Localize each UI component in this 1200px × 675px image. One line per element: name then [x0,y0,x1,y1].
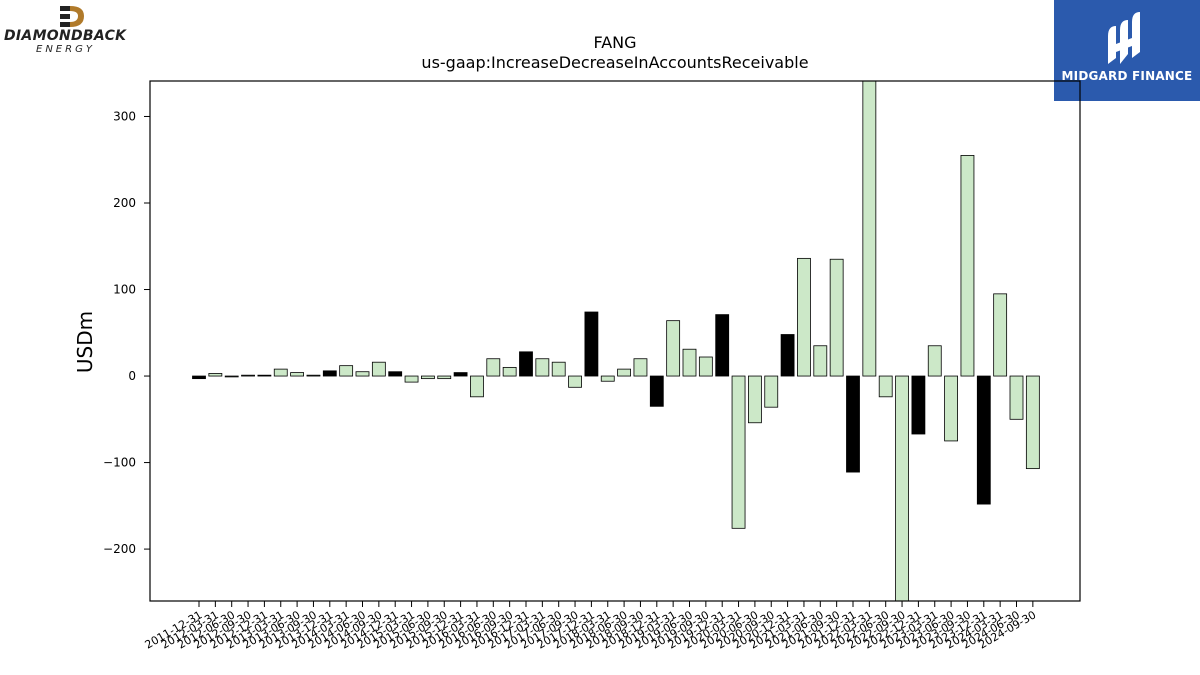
bar-2013-12-31 [322,370,337,377]
bar-2013-03-31 [273,368,288,377]
bar-2021-03-31 [797,257,811,377]
bar-2022-12-31 [911,375,926,435]
bar-2015-03-31 [404,375,419,383]
bar-2012-09-30 [241,374,255,377]
diamondback-logo: DIAMONDBACK ENERGY [4,4,144,56]
y-tick-label: 100 [113,283,136,297]
bar-2017-06-30 [551,361,566,377]
bars-group [192,80,1040,602]
bar-2022-03-31 [862,80,877,377]
bar-2023-09-30 [960,155,975,377]
x-axis: 2011-12-312012-03-312012-06-302012-09-30… [143,601,1038,652]
bar-2013-09-30 [306,374,321,377]
y-tick-label: 300 [113,109,136,123]
bar-2020-12-31 [780,334,795,377]
bar-2019-09-30 [698,356,713,377]
bar-2023-12-31 [976,375,991,505]
bar-2024-09-30 [1025,375,1040,470]
bar-2015-12-31 [453,372,468,377]
bar-2015-06-30 [420,375,435,380]
bar-2021-12-31 [846,375,860,473]
bar-2017-03-31 [535,358,550,377]
chart-subtitle: us-gaap:IncreaseDecreaseInAccountsReceiv… [421,53,808,72]
bar-2022-06-30 [878,375,893,398]
bar-2016-03-31 [470,375,484,398]
bar-2011-12-31 [192,375,206,380]
bar-2012-03-31 [208,373,223,377]
y-tick-label: 200 [113,196,136,210]
chart-title: FANG [593,33,636,52]
diamondback-logo-sub: ENERGY [36,44,95,55]
bar-2021-09-30 [829,258,844,377]
bar-2018-06-30 [617,368,631,377]
bar-2012-06-30 [224,375,239,378]
y-tick-label: 0 [128,369,136,383]
bar-2014-03-31 [339,365,354,377]
bar-2014-06-30 [355,371,370,377]
bar-2024-03-31 [993,293,1008,377]
midgard-finance-logo: MIDGARD FINANCE [1054,0,1200,101]
bar-2023-06-30 [944,375,958,442]
bar-2016-12-31 [519,351,533,377]
bar-2024-06-30 [1009,375,1024,420]
y-axis: −200 −100 0 100 200 300 [103,109,150,556]
bar-2019-06-30 [682,348,697,377]
bar-2023-03-31 [927,345,942,377]
bar-2015-09-30 [437,375,452,380]
bar-2017-09-30 [568,375,582,388]
bar-2018-03-31 [600,375,615,382]
diamondback-emblem-icon [60,6,84,27]
bar-2020-09-30 [764,375,779,408]
bar-2014-09-30 [371,361,386,377]
midgard-logo-name: MIDGARD FINANCE [1061,69,1193,83]
bar-2021-06-30 [813,345,828,377]
bar-2012-12-31 [257,374,272,377]
y-tick-label: −200 [103,542,136,556]
diamondback-logo-name: DIAMONDBACK [4,28,127,44]
bar-2020-06-30 [748,375,762,424]
bar-2017-12-31 [584,311,599,377]
bar-2014-12-31 [388,371,403,377]
bar-2019-03-31 [666,320,681,377]
bar-2020-03-31 [731,375,746,529]
y-tick-label: −100 [103,456,136,470]
plot-frame [149,80,1081,602]
bar-2016-09-30 [502,366,517,377]
y-axis-label: USDm [73,311,97,373]
bar-2022-09-30 [895,375,909,602]
bar-2013-06-30 [290,372,305,377]
bar-2018-12-31 [649,375,664,407]
midgard-emblem-icon [1108,12,1140,64]
bar-2019-12-31 [715,314,730,377]
bar-2018-09-30 [633,358,648,377]
bar-2016-06-30 [486,358,501,377]
